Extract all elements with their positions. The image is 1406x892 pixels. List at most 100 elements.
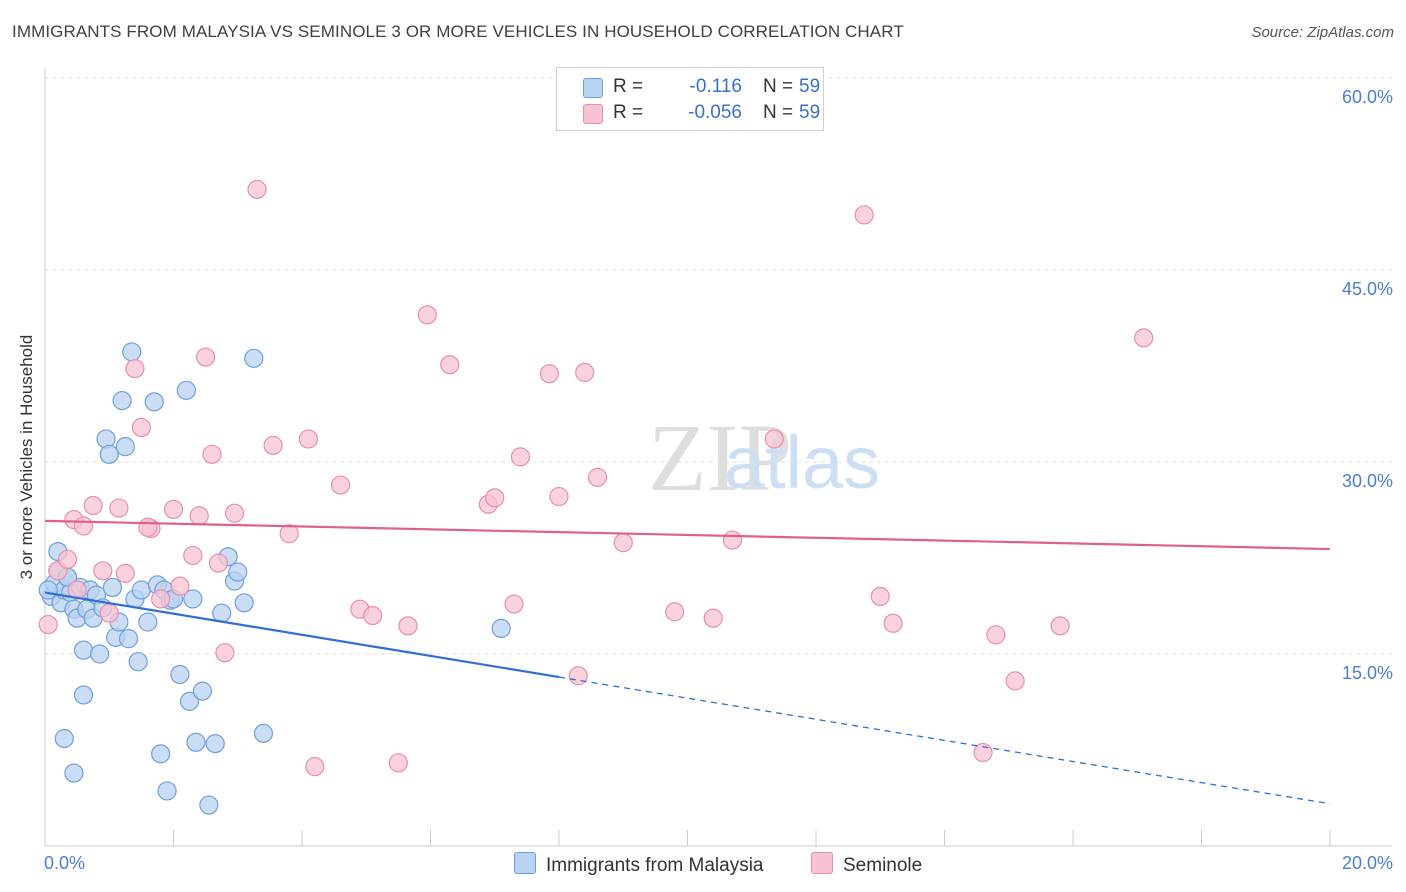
point-seminole xyxy=(151,589,171,609)
point-seminole xyxy=(549,486,569,507)
point-seminole xyxy=(202,444,222,464)
point-seminole xyxy=(587,467,608,487)
point-seminole xyxy=(504,594,524,614)
correlation-legend: R = -0.116 N = 59 R = -0.056 N = 59 xyxy=(556,67,824,131)
point-malaysia xyxy=(151,744,171,764)
point-seminole xyxy=(510,447,531,467)
point-malaysia xyxy=(115,437,135,457)
point-seminole xyxy=(986,625,1006,645)
point-malaysia xyxy=(183,589,203,609)
point-malaysia xyxy=(112,390,132,411)
legend-r-value: -0.116 xyxy=(689,76,742,97)
grid xyxy=(45,77,1392,655)
legend-n-value: 59 xyxy=(799,102,821,123)
point-seminole xyxy=(125,358,145,379)
point-seminole xyxy=(539,364,559,384)
point-seminole xyxy=(854,205,874,225)
point-malaysia xyxy=(138,612,158,632)
point-malaysia xyxy=(73,685,94,705)
point-seminole xyxy=(196,347,216,367)
bottom-swatch-seminole xyxy=(811,852,833,874)
point-malaysia xyxy=(234,593,254,613)
point-seminole xyxy=(115,563,135,583)
point-seminole xyxy=(208,553,229,573)
trend-line-seminole xyxy=(44,519,1331,551)
point-seminole xyxy=(1134,328,1154,348)
point-seminole xyxy=(131,417,151,438)
point-seminole xyxy=(388,753,408,773)
point-seminole xyxy=(883,613,903,633)
axes xyxy=(44,68,1392,847)
point-malaysia xyxy=(122,342,142,362)
point-seminole xyxy=(440,355,460,375)
bottom-swatch-malaysia xyxy=(514,852,536,874)
legend-r-value: -0.056 xyxy=(688,102,742,123)
point-seminole xyxy=(263,435,283,455)
point-seminole xyxy=(363,605,383,626)
point-seminole xyxy=(57,549,78,569)
legend-swatch-malaysia xyxy=(583,78,603,98)
point-seminole xyxy=(665,602,685,622)
bottom-legend-malaysia: Immigrants from Malaysia xyxy=(514,852,764,877)
legend-r-label: R = xyxy=(613,76,644,97)
point-seminole xyxy=(247,179,267,199)
point-seminole xyxy=(83,495,103,516)
point-malaysia xyxy=(244,348,264,368)
point-seminole xyxy=(38,614,58,635)
point-seminole xyxy=(67,580,87,600)
point-seminole xyxy=(1050,616,1070,636)
point-seminole xyxy=(189,506,209,526)
bottom-legend-label: Immigrants from Malaysia xyxy=(546,855,764,876)
point-malaysia xyxy=(64,763,84,783)
point-seminole xyxy=(73,516,94,536)
point-seminole xyxy=(99,603,119,623)
point-seminole xyxy=(870,586,890,607)
point-seminole xyxy=(398,616,418,636)
point-malaysia xyxy=(199,795,219,815)
point-malaysia xyxy=(144,392,164,412)
point-seminole xyxy=(170,576,190,596)
point-malaysia xyxy=(102,577,123,598)
x-tick-label: 20.0% xyxy=(1342,853,1393,873)
point-malaysia xyxy=(73,640,94,660)
point-seminole xyxy=(224,503,245,523)
point-malaysia xyxy=(90,644,110,664)
point-seminole xyxy=(485,488,505,508)
point-seminole xyxy=(298,429,319,449)
point-malaysia xyxy=(170,664,190,685)
trend-line-malaysia xyxy=(44,591,560,679)
y-tick-label: 30.0% xyxy=(1342,471,1393,491)
bottom-legend-label: Seminole xyxy=(843,855,923,876)
point-malaysia xyxy=(99,444,119,464)
point-seminole xyxy=(215,643,235,663)
point-seminole xyxy=(575,362,595,382)
series-seminole-points xyxy=(38,179,1154,777)
source-credit: Source: ZipAtlas.com xyxy=(1251,24,1394,41)
legend-n-label: N = xyxy=(763,102,794,123)
bottom-legend-seminole: Seminole xyxy=(811,852,922,877)
y-tick-label: 15.0% xyxy=(1342,663,1393,683)
watermark-zip: ZIP xyxy=(648,404,792,511)
point-seminole xyxy=(764,429,784,449)
trend-line-malaysia-projection xyxy=(558,676,1331,805)
legend-n-label: N = xyxy=(763,76,794,97)
point-seminole xyxy=(183,545,203,566)
point-seminole xyxy=(703,608,723,628)
point-seminole xyxy=(722,530,743,550)
y-axis-label: 3 or more Vehicles in Household xyxy=(17,335,36,580)
point-malaysia xyxy=(176,380,196,400)
chart-title: IMMIGRANTS FROM MALAYSIA VS SEMINOLE 3 O… xyxy=(12,22,904,41)
point-seminole xyxy=(305,757,325,777)
x-tick-label: 0.0% xyxy=(44,853,85,873)
tick-labels: 15.0% 30.0% 45.0% 60.0% 0.0% 20.0% xyxy=(44,87,1393,873)
point-seminole xyxy=(138,517,158,537)
point-malaysia xyxy=(205,733,225,754)
point-seminole xyxy=(330,475,351,495)
point-malaysia xyxy=(128,652,148,672)
legend-swatch-seminole xyxy=(583,104,603,124)
point-malaysia xyxy=(54,728,74,749)
watermark-atlas: atlas xyxy=(724,421,880,504)
point-seminole xyxy=(568,666,588,686)
y-tick-label: 60.0% xyxy=(1342,87,1393,107)
